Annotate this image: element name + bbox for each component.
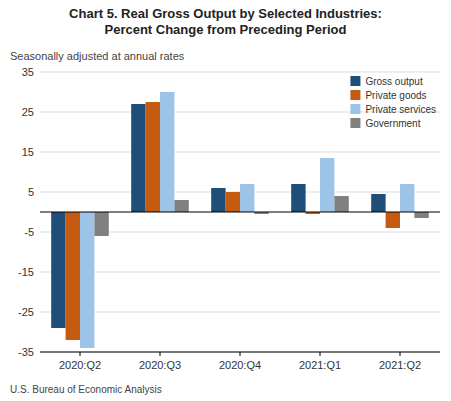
- bar: [400, 184, 414, 212]
- legend-swatch: [350, 90, 360, 100]
- bar: [320, 158, 334, 212]
- subtitle: Seasonally adjusted at annual rates: [10, 50, 185, 62]
- title-line: Chart 5. Real Gross Output by Selected I…: [69, 6, 382, 21]
- legend: Gross output Private goods Private service…: [350, 76, 436, 129]
- bar: [211, 188, 225, 212]
- background: [0, 0, 451, 401]
- bar: [131, 104, 145, 212]
- bar: [66, 212, 80, 340]
- x-tick-label: 2020:Q3: [139, 359, 181, 371]
- y-tick-label: 25: [22, 106, 34, 118]
- bar: [240, 184, 254, 212]
- x-tick: [160, 352, 161, 356]
- legend-label: Gross output: [365, 76, 422, 87]
- x-tick: [240, 352, 241, 356]
- grid-line: [40, 312, 440, 313]
- bar: [80, 212, 94, 348]
- bar: [386, 212, 400, 228]
- chart-container: Chart 5. Real Gross Output by Selected I…: [0, 0, 451, 401]
- grid-line: [40, 152, 440, 153]
- bar: [371, 194, 385, 212]
- x-tick-label: 2021:Q2: [379, 359, 421, 371]
- y-tick-label: 15: [22, 146, 34, 158]
- grid-line: [40, 272, 440, 273]
- x-tick-label: 2020:Q2: [59, 359, 101, 371]
- grid-line: [40, 72, 440, 73]
- x-tick: [400, 352, 401, 356]
- bar: [51, 212, 65, 328]
- x-tick-label: 2020:Q4: [219, 359, 261, 371]
- title: Chart 5. Real Gross Output by Selected I…: [69, 6, 382, 37]
- bar: [160, 92, 174, 212]
- bar: [334, 196, 348, 212]
- legend-label: Private goods: [365, 90, 426, 101]
- y-tick-label: -35: [18, 346, 34, 358]
- title-line: Percent Change from Preceding Period: [104, 22, 346, 37]
- bar: [414, 212, 428, 218]
- legend-label: Government: [365, 118, 420, 129]
- bars: [51, 92, 429, 348]
- y-tick-label: -5: [24, 226, 34, 238]
- bar: [226, 192, 240, 212]
- legend-label: Private services: [365, 104, 436, 115]
- legend-swatch: [350, 76, 360, 86]
- legend-swatch: [350, 104, 360, 114]
- y-tick-label: -15: [18, 266, 34, 278]
- x-tick: [80, 352, 81, 356]
- chart-svg: Chart 5. Real Gross Output by Selected I…: [0, 0, 451, 401]
- bar: [146, 102, 160, 212]
- zero-line: [40, 212, 440, 213]
- x-tick: [320, 352, 321, 356]
- y-tick-label: 5: [28, 186, 34, 198]
- x-tick-label: 2021:Q1: [299, 359, 341, 371]
- bar: [174, 200, 188, 212]
- y-tick-label: -25: [18, 306, 34, 318]
- legend-swatch: [350, 118, 360, 128]
- footer: U.S. Bureau of Economic Analysis: [10, 384, 162, 395]
- y-tick-label: 35: [22, 66, 34, 78]
- bar: [291, 184, 305, 212]
- bar: [94, 212, 108, 236]
